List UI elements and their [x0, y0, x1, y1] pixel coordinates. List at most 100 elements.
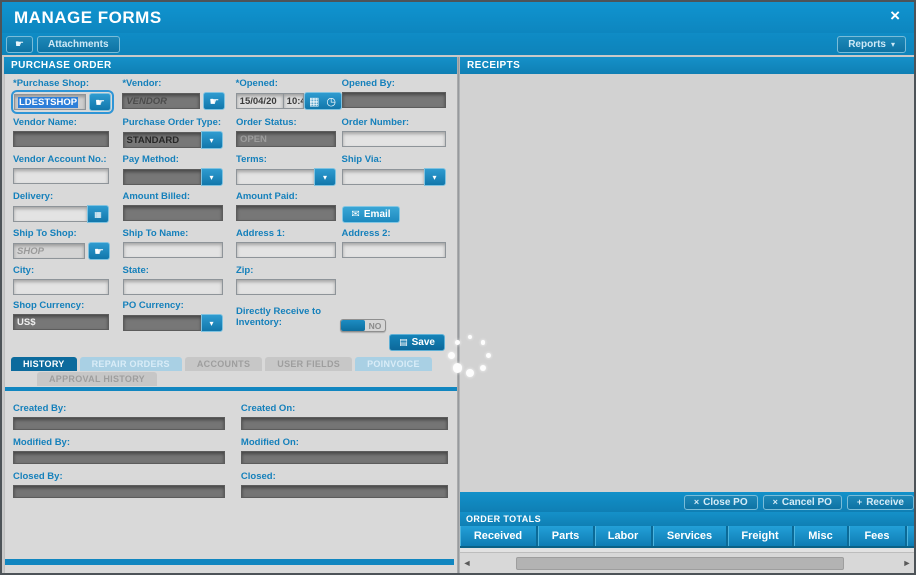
hand-lookup-toolbar-button[interactable]: ☛	[6, 35, 33, 53]
ship-via-select[interactable]	[341, 169, 424, 185]
pay-method-select[interactable]	[122, 169, 201, 185]
order-totals-header: ORDER TOTALS	[460, 512, 914, 526]
reports-button[interactable]: Reports ▾	[837, 35, 906, 53]
amount-billed-input	[122, 205, 223, 221]
pay-method-dropdown-icon[interactable]: ▾	[200, 168, 223, 186]
ship-via-dropdown-icon[interactable]: ▾	[423, 168, 446, 186]
column-header-parts[interactable]: Parts	[538, 526, 595, 546]
po-currency-select[interactable]	[122, 315, 201, 331]
purchase-order-header: PURCHASE ORDER	[4, 57, 457, 74]
vendor-account-input[interactable]	[13, 168, 109, 184]
address1-input[interactable]	[235, 242, 336, 258]
opened-picker-buttons: ▦ ◷	[303, 92, 342, 110]
panel-divider	[457, 57, 460, 573]
email-label: Email	[363, 209, 391, 220]
calendar-icon: ▦	[94, 209, 102, 219]
title-bar: MANAGE FORMS ×	[2, 2, 914, 33]
delivery-input[interactable]	[13, 206, 87, 222]
po-currency-dropdown-icon[interactable]: ▾	[200, 314, 223, 332]
history-tab-content: Created By: Created On: Modified By: Mod…	[5, 391, 457, 498]
toolbar: ☛ Attachments Reports ▾	[2, 33, 914, 55]
delivery-calendar-button[interactable]: ▦	[87, 205, 109, 223]
clock-icon[interactable]: ◷	[326, 95, 336, 108]
chevron-down-icon: ▾	[432, 172, 437, 182]
hand-icon: ☛	[94, 245, 104, 258]
horizontal-scrollbar[interactable]: ◄ ►	[460, 553, 914, 573]
column-header-received[interactable]: Received	[460, 526, 538, 546]
state-input[interactable]	[122, 279, 223, 295]
vendor-input[interactable]: VENDOR	[122, 93, 201, 109]
opened-date-input[interactable]: 15/04/20	[235, 93, 284, 109]
email-button[interactable]: ✉ Email	[341, 206, 400, 223]
ship-to-name-label: Ship To Name:	[122, 228, 189, 239]
shop-currency-input: US$	[13, 314, 109, 330]
column-header-misc[interactable]: Misc	[794, 526, 849, 546]
address2-label: Address 2:	[341, 228, 391, 239]
purchase-shop-label: *Purchase Shop:	[13, 78, 90, 89]
tab-user-fields[interactable]: USER FIELDS	[265, 357, 353, 371]
vendor-account-label: Vendor Account No.:	[13, 154, 107, 165]
purchase-shop-lookup-button[interactable]: ☛	[89, 93, 111, 111]
cancel-po-button[interactable]: × Cancel PO	[762, 494, 842, 510]
ship-to-shop-placeholder: SHOP	[17, 245, 44, 257]
created-by-input	[13, 417, 225, 430]
receive-button[interactable]: + Receive	[846, 494, 914, 510]
tab-history[interactable]: HISTORY	[11, 357, 77, 371]
amount-billed-label: Amount Billed:	[122, 191, 191, 202]
address1-label: Address 1:	[235, 228, 286, 239]
column-header-services[interactable]: Services	[653, 526, 728, 546]
attachments-label: Attachments	[47, 38, 109, 50]
terms-select[interactable]	[235, 169, 314, 185]
purchase-shop-input[interactable]: LDESTSHOP	[14, 94, 86, 110]
address2-input[interactable]	[341, 242, 446, 258]
tab-approval-history[interactable]: APPROVAL HISTORY	[37, 372, 157, 386]
chevron-down-icon: ▾	[209, 172, 214, 182]
column-header-partial[interactable]: T	[907, 526, 914, 546]
column-header-freight[interactable]: Freight	[728, 526, 794, 546]
column-header-labor[interactable]: Labor	[595, 526, 653, 546]
modified-by-input	[13, 451, 225, 464]
shop-currency-value: US$	[17, 316, 36, 328]
tab-repair-orders[interactable]: REPAIR ORDERS	[79, 357, 182, 371]
attachments-button[interactable]: Attachments	[36, 35, 120, 53]
ship-to-shop-lookup-button[interactable]: ☛	[88, 242, 110, 260]
calendar-icon[interactable]: ▦	[308, 95, 320, 108]
order-number-input[interactable]	[341, 131, 446, 147]
closed-input	[240, 485, 448, 498]
ship-to-shop-label: Ship To Shop:	[13, 228, 77, 239]
directly-receive-toggle[interactable]: NO	[339, 319, 386, 332]
scroll-left-icon[interactable]: ◄	[462, 558, 472, 568]
vendor-label: *Vendor:	[122, 78, 162, 89]
vendor-value: VENDOR	[126, 95, 167, 107]
city-input[interactable]	[13, 279, 109, 295]
column-header-fees[interactable]: Fees	[849, 526, 907, 546]
ship-via-label: Ship Via:	[341, 154, 382, 165]
po-type-select[interactable]: STANDARD	[122, 132, 201, 148]
order-number-label: Order Number:	[341, 117, 410, 128]
vendor-lookup-button[interactable]: ☛	[203, 92, 226, 110]
purchase-order-body: *Purchase Shop: LDESTSHOP ☛	[4, 74, 457, 573]
state-label: State:	[122, 265, 149, 276]
scroll-right-icon[interactable]: ►	[902, 558, 912, 568]
zip-input[interactable]	[235, 279, 336, 295]
scrollbar-thumb[interactable]	[516, 556, 844, 570]
modified-by-label: Modified By:	[13, 437, 70, 448]
close-icon[interactable]: ×	[890, 6, 900, 25]
opened-label: *Opened:	[235, 78, 278, 89]
created-by-label: Created By:	[13, 403, 67, 414]
close-po-button[interactable]: × Close PO	[683, 494, 758, 510]
toggle-knob	[340, 320, 365, 331]
po-bottom-accent-bar	[5, 559, 454, 565]
po-type-dropdown-icon[interactable]: ▾	[200, 131, 223, 149]
x-icon: ×	[772, 497, 778, 507]
opened-time-input[interactable]: 10:4	[283, 93, 304, 109]
modified-on-label: Modified On:	[240, 437, 299, 448]
tab-poinvoice[interactable]: POINVOICE	[355, 357, 432, 371]
ship-to-shop-input[interactable]: SHOP	[13, 243, 85, 259]
ship-to-name-input[interactable]	[122, 242, 223, 258]
save-button[interactable]: ▤ Save	[389, 334, 445, 351]
plus-icon: +	[856, 497, 863, 507]
purchase-order-form: *Purchase Shop: LDESTSHOP ☛	[5, 74, 457, 351]
tab-accounts[interactable]: ACCOUNTS	[184, 357, 263, 371]
terms-dropdown-icon[interactable]: ▾	[313, 168, 336, 186]
